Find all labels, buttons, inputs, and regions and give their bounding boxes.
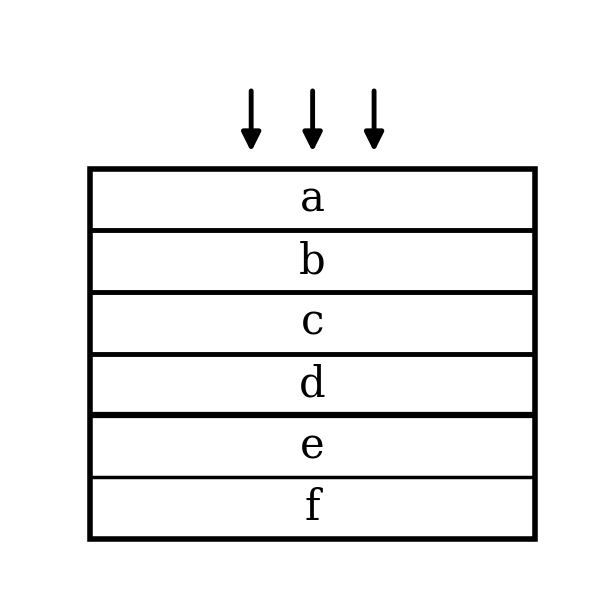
- Text: d: d: [300, 363, 326, 405]
- Text: b: b: [300, 240, 326, 282]
- Text: e: e: [300, 425, 325, 468]
- Text: a: a: [300, 179, 325, 221]
- Text: f: f: [305, 487, 320, 529]
- Text: c: c: [301, 302, 325, 344]
- Bar: [90, 169, 535, 539]
